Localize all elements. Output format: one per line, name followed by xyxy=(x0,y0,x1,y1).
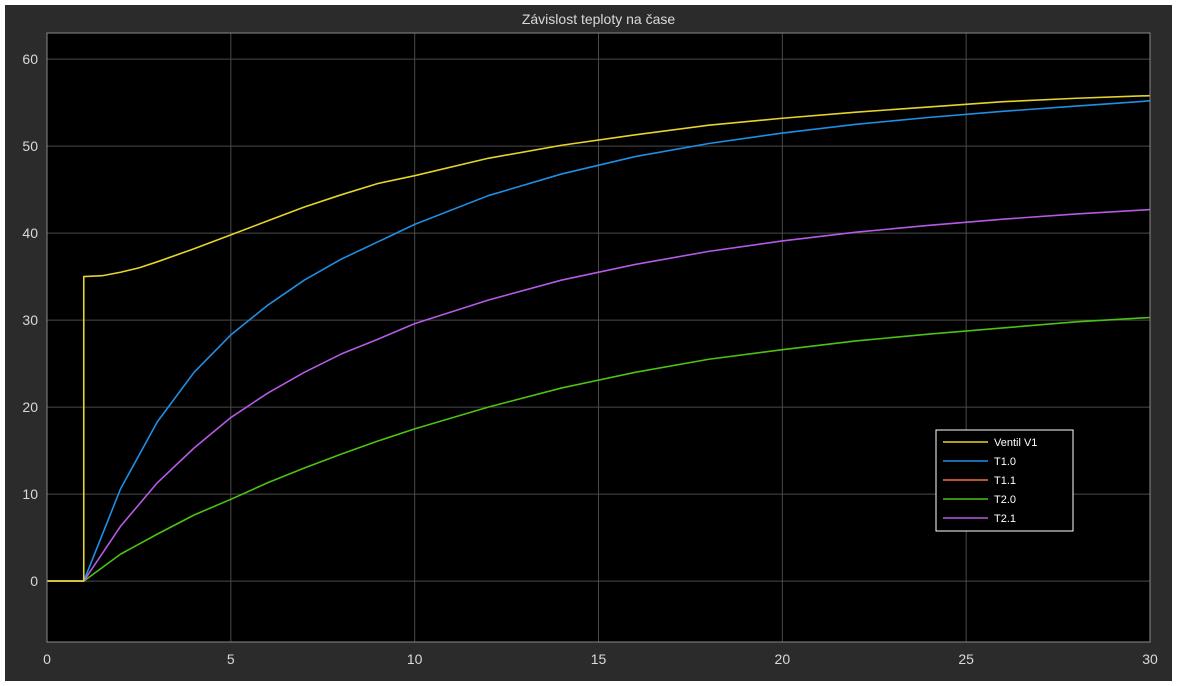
legend-entry: T1.1 xyxy=(994,475,1016,487)
y-tick-label: 0 xyxy=(30,573,38,589)
figure-panel: Závislost teploty na čase 0 5 10 15 20 25 30 0… xyxy=(5,5,1172,681)
grid-lines xyxy=(46,33,1151,642)
x-tick-label: 20 xyxy=(775,651,791,667)
y-tick-label: 60 xyxy=(22,51,38,67)
series-line-t2-1 xyxy=(47,208,1151,582)
chart-title: Závislost teploty na čase xyxy=(522,11,676,27)
x-tick-label: 10 xyxy=(407,651,423,667)
x-tick-label: 30 xyxy=(1142,651,1158,667)
series-line-t1-0 xyxy=(47,100,1151,582)
legend-entry: T2.1 xyxy=(994,513,1016,525)
x-tick-label: 15 xyxy=(591,651,607,667)
legend-entry: T1.0 xyxy=(994,456,1016,468)
series-line-t2-0 xyxy=(47,316,1151,582)
x-tick-label: 5 xyxy=(227,651,235,667)
y-tick-label: 40 xyxy=(22,225,38,241)
legend: Ventil V1 T1.0 T1.1 T2.0 T2.1 xyxy=(935,429,1074,532)
y-tick-label: 10 xyxy=(22,486,38,502)
x-axis-ticks: 0 5 10 15 20 25 30 xyxy=(43,651,1158,667)
line-chart: Závislost teploty na čase 0 5 10 15 20 25 30 0… xyxy=(22,11,1158,667)
y-axis-ticks: 0 10 20 30 40 50 60 xyxy=(22,51,38,589)
x-tick-label: 25 xyxy=(958,651,974,667)
plot-border xyxy=(46,32,1151,643)
legend-entry: T2.0 xyxy=(994,494,1016,506)
x-tick-label: 0 xyxy=(43,651,51,667)
y-tick-label: 20 xyxy=(22,399,38,415)
legend-entry: Ventil V1 xyxy=(994,437,1037,449)
series-line-ventil-v1 xyxy=(47,94,1151,582)
y-tick-label: 50 xyxy=(22,138,38,154)
series-layer xyxy=(47,94,1151,582)
y-tick-label: 30 xyxy=(22,312,38,328)
